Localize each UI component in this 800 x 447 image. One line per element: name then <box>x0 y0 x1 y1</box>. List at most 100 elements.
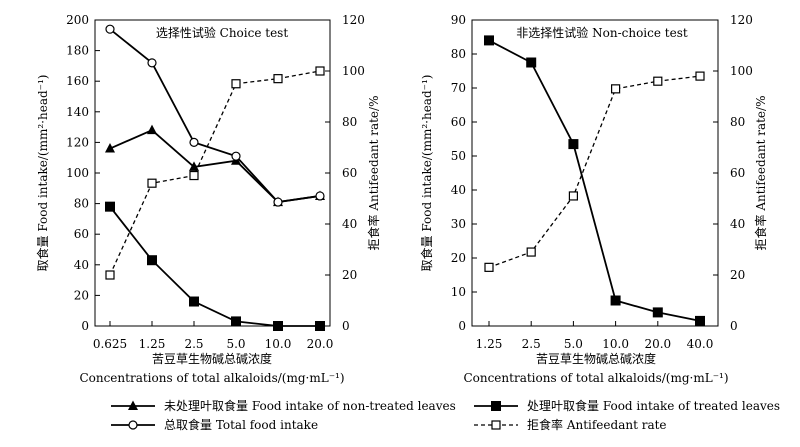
chart-panel-1: 0 20 40 60 80 100 120 140 160 180 200 0 20 40 60 80 100 1… <box>35 13 381 385</box>
data-point <box>273 321 283 331</box>
data-point <box>695 315 705 326</box>
data-point <box>147 178 157 188</box>
y-left-tick-label: 0 <box>458 319 466 333</box>
data-point <box>147 255 157 266</box>
series-line <box>109 70 321 276</box>
x-tick-label: 20.0 <box>307 337 334 351</box>
y-axis-label-left: 取食量 Food intake/(mm²·head⁻¹) <box>419 75 434 272</box>
legend-marker <box>128 420 138 430</box>
y-right-tick-label: 20 <box>342 268 357 282</box>
y-left-tick-label: 10 <box>451 285 466 299</box>
y-right-tick-label: 100 <box>730 64 753 78</box>
y-axis-label-left: 取食量 Food intake/(mm²·head⁻¹) <box>35 75 50 272</box>
x-tick-label: 1.25 <box>476 337 503 351</box>
data-point <box>231 79 241 89</box>
series-1 <box>105 124 325 207</box>
y-left-tick-label: 100 <box>66 166 89 180</box>
y-left-tick-label: 40 <box>451 183 466 197</box>
data-point <box>105 201 115 212</box>
series-line <box>109 206 320 327</box>
data-point <box>484 262 494 272</box>
data-point <box>526 57 537 68</box>
x-tick-label: 2.5 <box>522 337 541 351</box>
y-left-tick-label: 60 <box>451 115 466 129</box>
legend-marker <box>491 420 501 430</box>
chart-title: 选择性试验 Choice test <box>156 25 289 40</box>
legend-label: 拒食率 Antifeedant rate <box>527 417 667 432</box>
y-left-tick-label: 90 <box>451 13 466 27</box>
y-right-tick-label: 0 <box>730 319 738 333</box>
y-left-tick-label: 20 <box>74 288 89 302</box>
data-point <box>315 191 325 201</box>
data-point <box>610 84 621 94</box>
y-left-tick-label: 30 <box>451 217 466 231</box>
series-2 <box>484 71 705 272</box>
legend-marker <box>128 400 138 410</box>
data-point <box>315 66 325 76</box>
y-left-tick-label: 200 <box>66 13 89 27</box>
y-right-tick-label: 120 <box>342 13 365 27</box>
y-right-tick-label: 20 <box>730 268 745 282</box>
x-axis-label-cn: 苦豆草生物碱总碱浓度 <box>152 351 272 366</box>
data-point <box>568 191 579 201</box>
data-point <box>273 197 283 207</box>
y-right-tick-label: 40 <box>730 217 745 231</box>
data-point <box>526 247 536 257</box>
data-point <box>105 24 115 34</box>
data-point <box>189 161 199 171</box>
data-point <box>147 124 157 135</box>
chart-title: 非选择性试验 Non-choice test <box>516 25 688 40</box>
x-tick-label: 0.625 <box>93 337 127 351</box>
chart-panel-2: 0 10 20 30 40 50 60 70 80 90 0 20 40 60 80 100 120 1.25 2.… <box>419 13 768 385</box>
data-point <box>484 35 494 46</box>
data-point <box>273 74 283 84</box>
x-axis-label-en: Concentrations of total alkaloids/(mg·mL… <box>463 371 728 385</box>
y-left-tick-label: 80 <box>451 47 466 61</box>
series-3 <box>105 24 325 207</box>
legend-label: 总取食量 Total food intake <box>164 417 318 432</box>
data-point <box>189 296 199 307</box>
series-4 <box>105 66 325 280</box>
data-point <box>610 295 621 306</box>
x-tick-label: 1.25 <box>139 337 166 351</box>
y-right-tick-label: 40 <box>342 217 357 231</box>
data-point <box>189 170 199 181</box>
y-left-tick-label: 180 <box>66 44 89 58</box>
y-left-tick-label: 40 <box>74 258 89 272</box>
legend: 未处理叶取食量 Food intake of non-treated leave… <box>111 398 780 432</box>
y-right-tick-label: 80 <box>342 115 357 129</box>
data-point <box>105 270 115 280</box>
series-1 <box>484 35 705 326</box>
data-point <box>568 139 579 150</box>
x-axis-label-cn: 苦豆草生物碱总碱浓度 <box>536 351 656 366</box>
legend-item: 处理叶取食量 Food intake of treated leaves <box>474 398 780 413</box>
x-tick-label: 10.0 <box>265 337 292 351</box>
y-left-tick-label: 140 <box>66 105 89 119</box>
series-line <box>109 28 321 204</box>
y-axis-label-right: 拒食率 Antifeedant rate/% <box>366 96 381 251</box>
y-axis-label-right: 拒食率 Antifeedant rate/% <box>753 96 768 251</box>
y-left-tick-label: 0 <box>81 319 89 333</box>
data-point <box>652 307 663 318</box>
legend-marker <box>491 401 501 411</box>
series-line <box>488 39 701 322</box>
legend-item: 拒食率 Antifeedant rate <box>474 417 667 432</box>
x-tick-label: 40.0 <box>687 337 714 351</box>
y-right-tick-label: 0 <box>342 319 350 333</box>
data-point <box>105 143 115 153</box>
x-tick-label: 5.0 <box>564 337 583 351</box>
y-right-tick-label: 100 <box>342 64 365 78</box>
y-right-tick-label: 80 <box>730 115 745 129</box>
y-left-tick-label: 80 <box>74 197 89 211</box>
x-axis-label-en: Concentrations of total alkaloids/(mg·mL… <box>79 371 344 385</box>
y-left-tick-label: 50 <box>451 149 466 163</box>
legend-item: 未处理叶取食量 Food intake of non-treated leave… <box>111 398 456 413</box>
y-left-tick-label: 60 <box>74 227 89 241</box>
y-left-tick-label: 120 <box>66 135 89 149</box>
series-2 <box>105 201 325 331</box>
data-point <box>189 137 199 147</box>
legend-label: 未处理叶取食量 Food intake of non-treated leave… <box>164 398 456 413</box>
x-tick-label: 2.5 <box>184 337 203 351</box>
